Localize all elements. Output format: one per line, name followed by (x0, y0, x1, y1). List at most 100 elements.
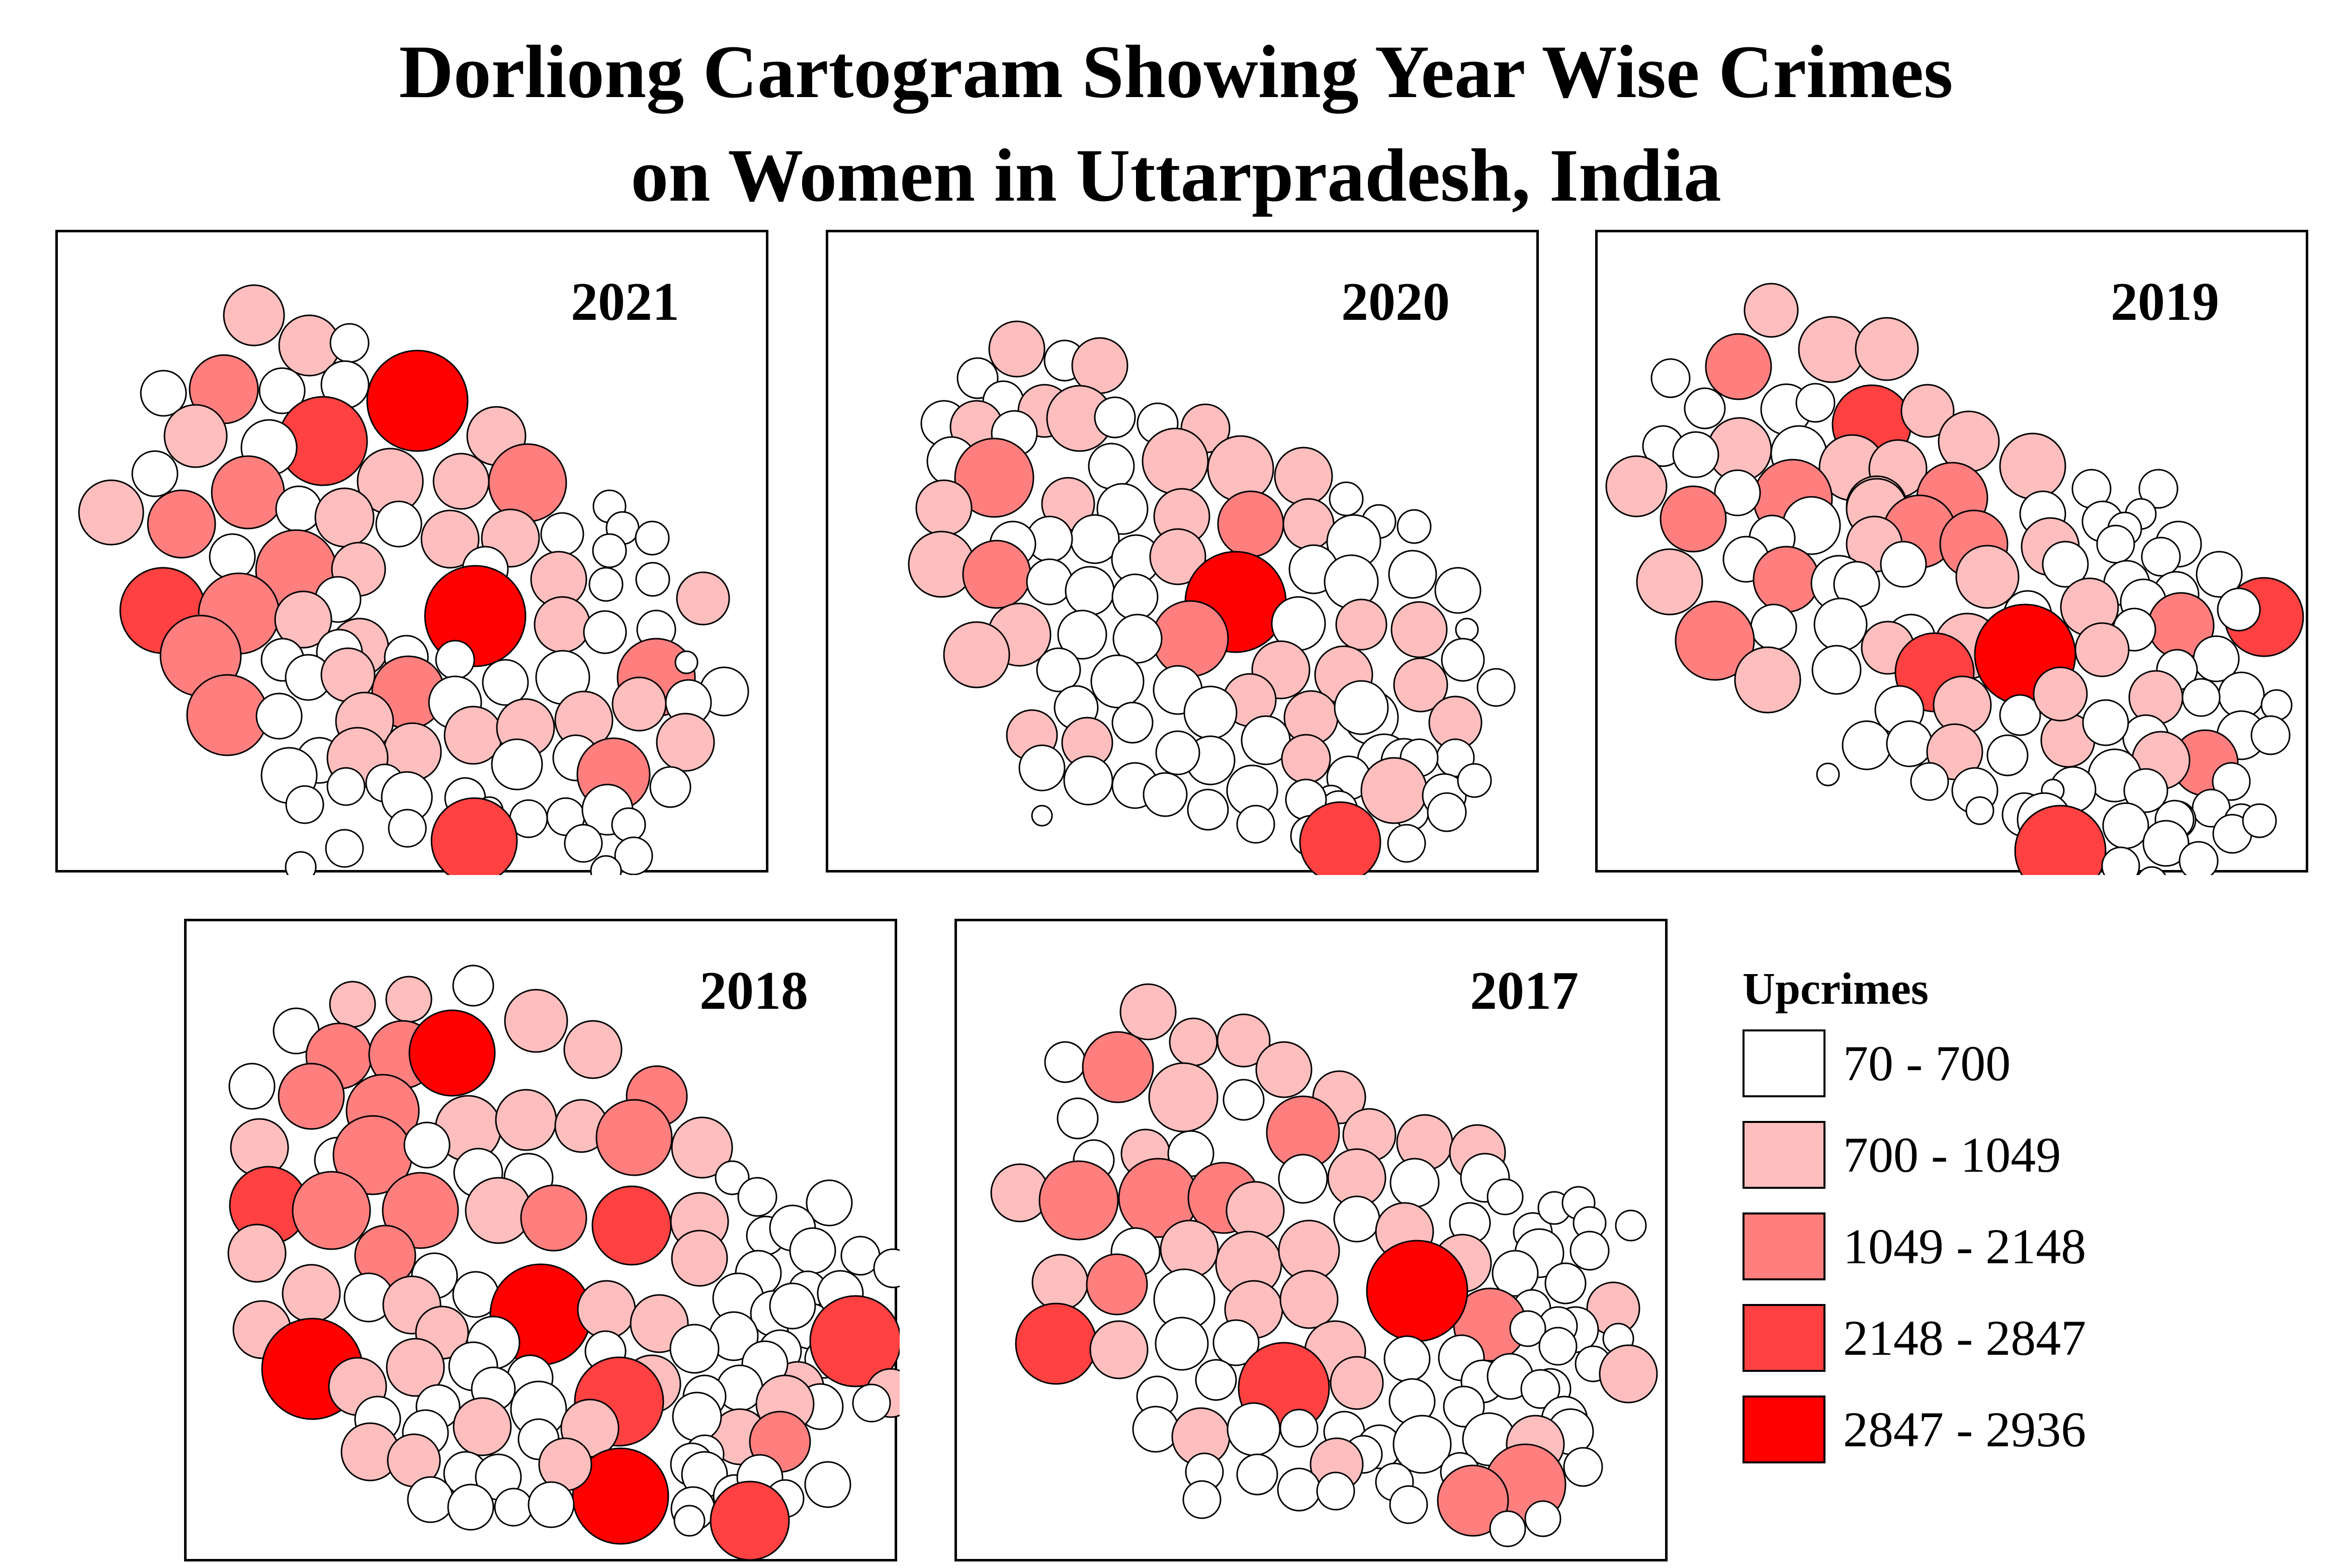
dorling-cartogram-2018 (227, 965, 900, 1561)
district-circle (1538, 1327, 1578, 1366)
legend-swatch (1743, 1029, 1825, 1097)
district-circle (1675, 600, 1755, 681)
district-circle (1813, 597, 1868, 652)
district-circle (1520, 1369, 1560, 1409)
district-circle (1457, 763, 1492, 798)
district-circle (1183, 685, 1238, 740)
district-circle (674, 650, 699, 674)
district-circle (275, 485, 322, 533)
district-circle (1524, 1500, 1561, 1537)
legend-item: 1049 - 2148 (1743, 1212, 2185, 1303)
district-circle (1169, 1017, 1218, 1067)
district-circle (1333, 1195, 1380, 1243)
district-circle (1636, 548, 1703, 616)
district-circle (2138, 469, 2179, 509)
district-circle (385, 976, 432, 1023)
legend-item: 700 - 1049 (1743, 1121, 2185, 1211)
district-circle (1089, 1320, 1149, 1379)
district-circle (1279, 1409, 1319, 1448)
district-circle (671, 1230, 728, 1287)
district-circle (737, 1177, 777, 1217)
district-circle (2014, 805, 2107, 875)
district-circle (962, 540, 1031, 609)
district-circle (649, 766, 691, 808)
district-circle (1082, 1031, 1154, 1103)
district-circle (1277, 1467, 1321, 1512)
panel-year-label: 2020 (1341, 272, 1450, 332)
district-circle (672, 1391, 722, 1442)
district-circle (1397, 509, 1432, 544)
district-circle (1684, 387, 1726, 429)
district-circle (163, 404, 228, 468)
dorling-cartogram-2017 (990, 983, 1658, 1547)
district-circle (564, 824, 603, 863)
district-circle (534, 596, 591, 653)
district-circle (1119, 983, 1177, 1040)
district-circle (1999, 432, 2066, 500)
district-circle (1795, 383, 1836, 423)
district-circle (452, 965, 494, 1007)
legend-label: 1049 - 2148 (1843, 1218, 2086, 1274)
district-circle (1660, 485, 1727, 553)
district-circle (408, 1009, 496, 1097)
district-circle (1910, 762, 1949, 801)
district-circle (1142, 427, 1209, 495)
district-circle (1223, 1079, 1265, 1121)
district-circle (1281, 734, 1331, 784)
district-circle (2123, 768, 2168, 813)
district-circle (186, 674, 269, 756)
district-circle (1063, 755, 1113, 806)
district-circle (1227, 1402, 1281, 1456)
district-circle (915, 479, 973, 537)
district-circle (588, 567, 624, 602)
district-circle (2096, 525, 2135, 564)
district-circle (258, 367, 306, 414)
district-circle (676, 571, 730, 626)
district-circle (1734, 646, 1801, 714)
district-circle (1236, 805, 1275, 844)
district-circle (325, 829, 364, 868)
district-circle (274, 590, 332, 649)
district-circle (540, 512, 584, 556)
district-circle (635, 562, 670, 597)
legend-swatch (1743, 1304, 1825, 1372)
map-panel-2021: 2021 (55, 230, 768, 875)
district-circle (2142, 820, 2190, 867)
district-circle (671, 1116, 733, 1179)
legend-label: 70 - 700 (1843, 1035, 2011, 1091)
district-circle (388, 809, 427, 848)
district-circle (386, 1338, 445, 1397)
district-circle (2101, 846, 2140, 875)
district-circle (789, 1227, 836, 1274)
district-circle (656, 713, 715, 772)
district-circle (520, 1184, 587, 1252)
map-panel-2017: 2017 (954, 919, 1668, 1561)
district-circle (1855, 317, 1919, 381)
district-circle (1437, 1464, 1509, 1537)
district-circle (1088, 443, 1135, 490)
district-circle (1236, 1453, 1278, 1496)
district-circle (1811, 645, 1862, 695)
district-circle (1155, 1317, 1209, 1371)
district-circle (403, 1121, 451, 1169)
district-circle (1750, 603, 1797, 651)
district-circle (491, 738, 543, 791)
district-circle (1390, 601, 1448, 658)
district-circle (2082, 699, 2129, 746)
district-circle (1650, 358, 1691, 398)
district-circle (1753, 546, 1820, 613)
district-circle (577, 1280, 636, 1339)
district-circle (1149, 528, 1206, 585)
district-circle (1187, 789, 1229, 831)
district-circle (1441, 638, 1485, 682)
district-circle (1143, 772, 1188, 817)
district-circle (1544, 1262, 1587, 1304)
legend-label: 2847 - 2936 (1843, 1402, 2086, 1457)
district-circle (1216, 1013, 1271, 1068)
dorling-cartogram-2021 (78, 284, 749, 875)
district-circle (1152, 600, 1229, 677)
district-circle (255, 692, 303, 740)
district-circle (1360, 757, 1428, 824)
district-circle (1798, 316, 1865, 383)
district-circle (954, 438, 1034, 518)
